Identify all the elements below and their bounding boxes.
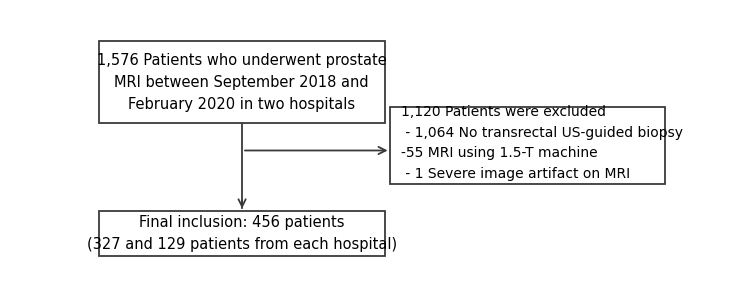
Text: 1,120 Patients were excluded
 - 1,064 No transrectal US-guided biopsy
-55 MRI us: 1,120 Patients were excluded - 1,064 No … [401,105,683,181]
FancyBboxPatch shape [99,41,384,123]
FancyBboxPatch shape [390,107,665,184]
Text: 1,576 Patients who underwent prostate
MRI between September 2018 and
February 20: 1,576 Patients who underwent prostate MR… [97,52,387,112]
Text: Final inclusion: 456 patients
(327 and 129 patients from each hospital): Final inclusion: 456 patients (327 and 1… [86,215,397,252]
FancyBboxPatch shape [99,211,384,256]
